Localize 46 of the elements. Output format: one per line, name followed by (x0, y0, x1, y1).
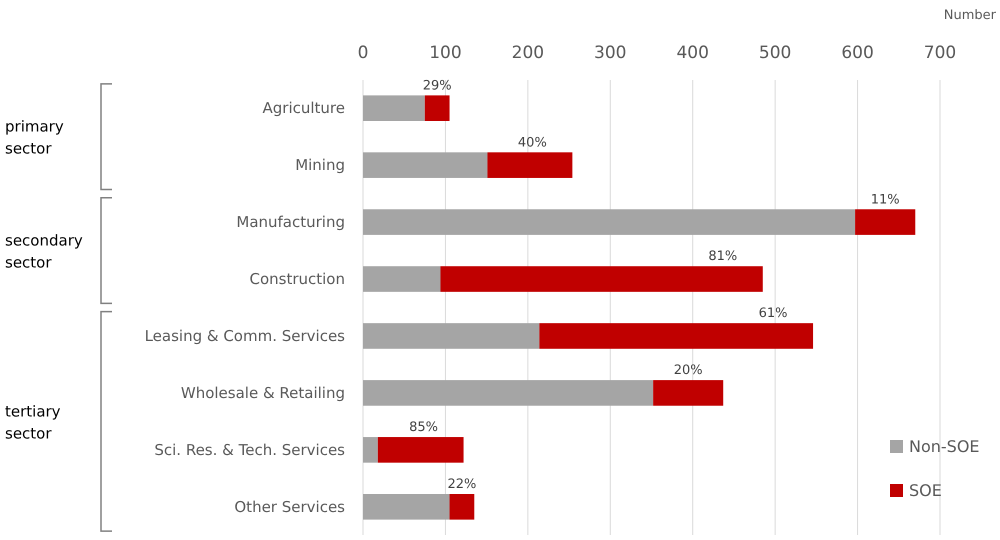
bar (450, 494, 474, 520)
annotation: 22% (447, 477, 476, 492)
annotation: 29% (422, 78, 452, 94)
bar (487, 152, 572, 178)
annotation: 81% (708, 249, 738, 264)
text: secondary sector (5, 232, 83, 272)
x-tick-label: 0 (358, 43, 368, 63)
bar (363, 152, 488, 178)
y-tick-label: Mining (295, 156, 345, 174)
bar (653, 380, 724, 406)
x-tick-label: 600 (841, 43, 874, 63)
bar (363, 494, 450, 520)
bar (440, 266, 763, 292)
x-tick-label: 300 (594, 43, 627, 63)
bar (363, 95, 425, 121)
annotation: 61% (758, 306, 788, 322)
bar (363, 437, 378, 463)
y-tick-label: Wholesale & Retailing (180, 384, 345, 402)
annotation: 11% (870, 192, 900, 208)
x-tick-label: 500 (758, 43, 792, 63)
x-tick-label: 700 (924, 43, 956, 63)
legend-label: SOE (909, 481, 942, 500)
y-tick-label: Leasing & Comm. Services (144, 326, 346, 345)
y-tick-label: Manufacturing (236, 213, 345, 232)
bar (424, 95, 450, 121)
x-tick-label: 100 (429, 43, 462, 63)
y-tick-label: Construction (249, 270, 345, 288)
x-tick-label: 200 (512, 43, 544, 63)
annotation: 20% (674, 363, 703, 378)
bar (363, 323, 540, 349)
bar (363, 266, 440, 292)
y-tick-label: Other Services (234, 498, 346, 516)
text: tertiary sector (5, 402, 61, 442)
y-tick-label: Agriculture (262, 99, 345, 118)
annotation: 40% (518, 135, 547, 150)
bar (539, 323, 814, 349)
bar (363, 380, 654, 406)
text: primary sector (5, 118, 64, 158)
bar (855, 209, 916, 235)
bar (363, 209, 856, 235)
annotation: 85% (409, 420, 438, 436)
y-tick-label: Sci. Res. & Tech. Services (154, 440, 346, 459)
x-axis-title: Number (944, 8, 997, 23)
bar (378, 437, 464, 463)
x-tick-label: 400 (676, 43, 709, 63)
legend-label: Non-SOE (909, 437, 980, 456)
